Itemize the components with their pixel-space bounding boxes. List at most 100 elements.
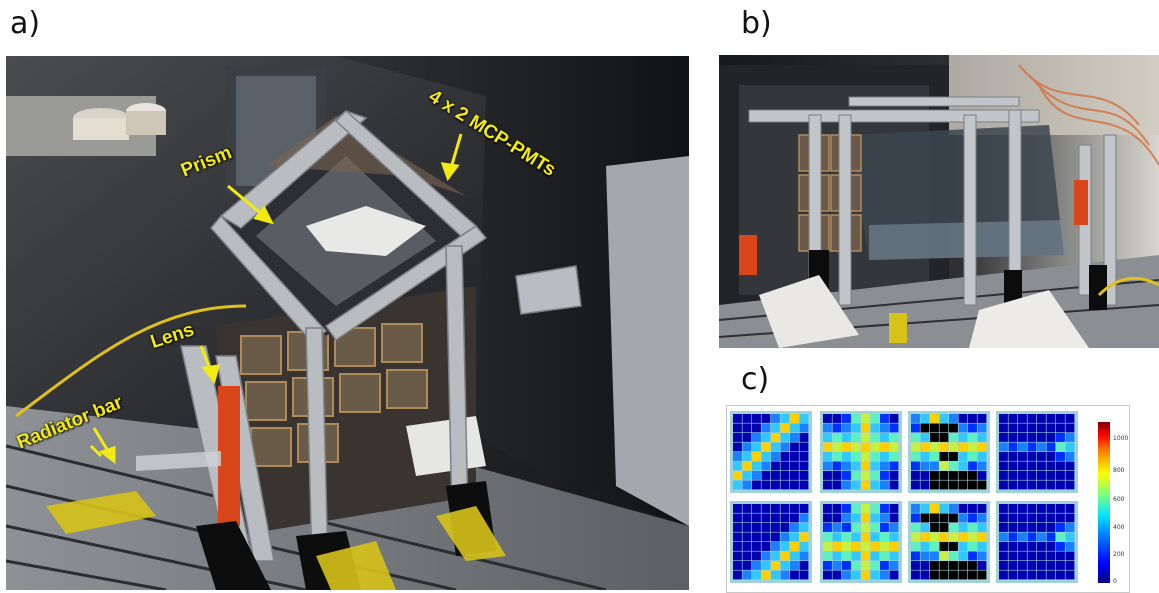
pmt-pixel <box>851 532 861 542</box>
pmt-pixel <box>842 523 851 532</box>
pmt-pixel <box>1037 561 1046 570</box>
pmt-pixel <box>799 542 809 551</box>
pmt-pixel <box>880 423 889 433</box>
pmt-pixel <box>733 442 742 452</box>
pmt-pixel <box>930 523 939 532</box>
colorbar-tick-400: 400 <box>1113 524 1125 531</box>
pmt-pixel <box>733 523 742 532</box>
pmt-pixel <box>742 523 752 532</box>
pmt-pixel <box>958 480 968 490</box>
pmt-pixel <box>930 542 939 551</box>
pmt-pixel <box>861 480 870 490</box>
pmt-pixel <box>761 461 771 471</box>
pmt-pixel <box>1065 452 1075 461</box>
pmt-pixel <box>1056 452 1065 461</box>
pmt-pixel <box>999 504 1008 513</box>
pmt-pixel <box>742 513 752 523</box>
pmt-pixel <box>911 523 920 532</box>
pmt-pixel <box>1056 523 1065 532</box>
pmt-pixel <box>823 532 832 542</box>
pmt-pixel <box>968 480 977 490</box>
pmt-pixel <box>880 542 889 551</box>
pmt-pixel <box>780 532 790 542</box>
pmt-pixel <box>889 414 899 423</box>
pmt-pixel <box>889 461 899 471</box>
pmt-pixel <box>880 504 889 513</box>
pmt-pixel <box>842 561 851 570</box>
pmt-pixel <box>733 561 742 570</box>
pmt-pixel <box>790 480 799 490</box>
pmt-pixel <box>977 461 987 471</box>
pmt-pixel <box>832 433 842 442</box>
pmt-pixel <box>968 504 977 513</box>
pmt-pixel <box>851 513 861 523</box>
pmt-pixel <box>771 532 780 542</box>
pmt-pixel <box>1018 461 1027 471</box>
pmt-pixel <box>880 480 889 490</box>
pmt-pixel <box>790 523 799 532</box>
pmt-pixel <box>1037 471 1046 480</box>
pmt-pixel <box>920 480 930 490</box>
pmt-pixel <box>1027 442 1037 452</box>
pmt-pixel <box>1046 461 1056 471</box>
pmt-pixel <box>939 480 949 490</box>
pmt-pixel <box>1046 561 1056 570</box>
pmt-pixel <box>780 471 790 480</box>
pmt-pixel <box>799 461 809 471</box>
pmt-pixel <box>958 513 968 523</box>
panel-b-label: b) <box>741 6 772 41</box>
pmt-pixel <box>823 513 832 523</box>
pmt-pixel <box>968 570 977 580</box>
pmt-pixel <box>742 504 752 513</box>
pmt-pixel <box>1037 523 1046 532</box>
pmt-pixel <box>1018 504 1027 513</box>
pmt-pixel <box>761 523 771 532</box>
pmt-pixel <box>968 542 977 551</box>
pmt-pixel <box>752 551 761 561</box>
pmt-pixel <box>733 551 742 561</box>
pmt-pixel <box>851 461 861 471</box>
colorbar-tick-1000: 1000 <box>1113 435 1129 442</box>
pmt-pixel <box>949 532 958 542</box>
pmt-pixel <box>761 551 771 561</box>
pmt-pixel <box>949 523 958 532</box>
pmt-pixel <box>1037 513 1046 523</box>
pmt-pixel <box>771 542 780 551</box>
pmt-pixel <box>1056 542 1065 551</box>
pmt-pixel <box>799 551 809 561</box>
pmt-pixel <box>771 504 780 513</box>
pmt-pixel <box>1008 504 1018 513</box>
pmt-pixel <box>1027 423 1037 433</box>
pmt-pixel <box>1037 480 1046 490</box>
pmt-pixel <box>1046 551 1056 561</box>
pmt-pixel <box>780 570 790 580</box>
pmt-pixel <box>939 442 949 452</box>
pmt-pixel <box>1018 423 1027 433</box>
pmt-pixel <box>930 433 939 442</box>
pmt-pixel <box>733 570 742 580</box>
pmt-pixel <box>968 452 977 461</box>
pmt-pixel <box>851 471 861 480</box>
pmt-pixel <box>911 504 920 513</box>
pmt-pixel <box>880 513 889 523</box>
pmt-pixel <box>911 423 920 433</box>
pmt-pixel <box>752 542 761 551</box>
pmt-pixel <box>761 504 771 513</box>
pmt-pixel <box>968 414 977 423</box>
pmt-pixel <box>870 570 880 580</box>
pmt-pixel <box>1027 532 1037 542</box>
pmt-pixel <box>949 570 958 580</box>
pmt-pixel <box>968 523 977 532</box>
pmt-pixel <box>742 442 752 452</box>
pmt-pixel <box>977 480 987 490</box>
pmt-pixel <box>889 561 899 570</box>
pmt-pixel <box>742 542 752 551</box>
pmt-pixel <box>742 471 752 480</box>
pmt-pixel <box>999 513 1008 523</box>
pmt-pixel <box>958 414 968 423</box>
pmt-pixel <box>1065 461 1075 471</box>
pmt-pixel <box>842 414 851 423</box>
pmt-pixel <box>1065 542 1075 551</box>
pmt-pixel <box>1008 480 1018 490</box>
pmt-pixel <box>771 480 780 490</box>
